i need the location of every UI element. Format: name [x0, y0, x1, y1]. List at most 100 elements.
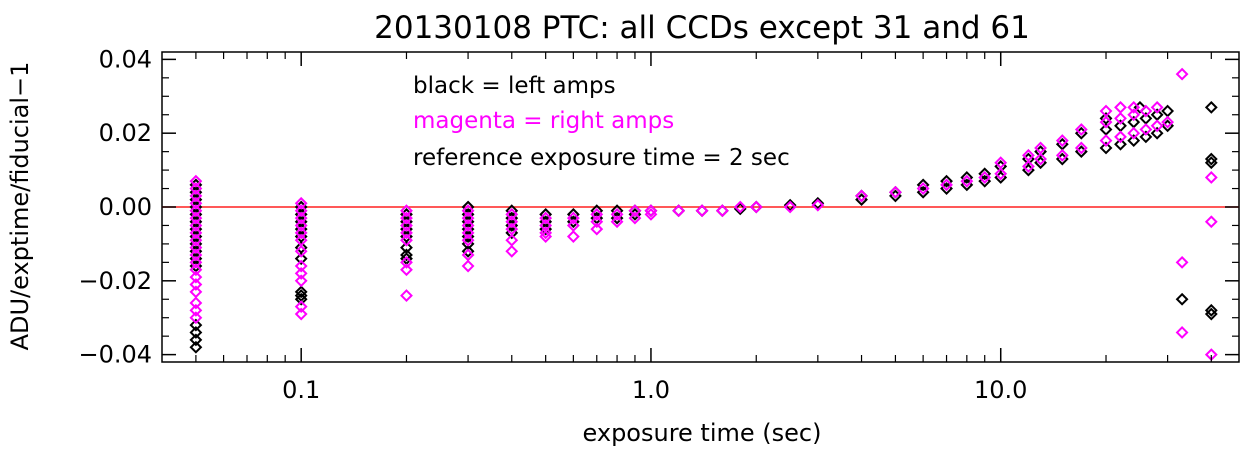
data-point-right-amp [189, 174, 203, 188]
y-tick-label: 0.00 [99, 193, 152, 221]
data-point-right-amp [189, 189, 203, 203]
data-point-left-amp [1204, 307, 1218, 321]
data-point-right-amp [1074, 123, 1088, 136]
data-point-left-amp [189, 318, 203, 332]
data-point-right-amp [855, 189, 868, 203]
data-point-right-amp [994, 167, 1008, 181]
data-point-right-amp [505, 207, 519, 221]
data-point-right-amp [294, 244, 308, 258]
data-point-right-amp [294, 274, 308, 288]
data-point-left-amp [1114, 137, 1127, 151]
data-point-right-amp [189, 204, 203, 218]
data-point-right-amp [400, 289, 413, 302]
data-point-right-amp [749, 200, 763, 214]
data-point-right-amp [461, 204, 475, 218]
data-point-right-amp [461, 233, 475, 247]
data-point-right-amp [1175, 326, 1189, 339]
chart-title: 20130108 PTC: all CCDs except 31 and 61 [374, 10, 1030, 46]
data-point-right-amp [189, 233, 203, 247]
data-point-right-amp [1034, 141, 1047, 155]
data-point-left-amp [189, 333, 203, 347]
data-point-right-amp [189, 211, 203, 225]
data-point-right-amp [539, 211, 553, 225]
data-point-right-amp [1074, 141, 1088, 155]
data-point-left-amp [1150, 126, 1164, 140]
data-point-right-amp [189, 248, 203, 262]
data-point-right-amp [294, 267, 308, 280]
data-point-right-amp [1114, 130, 1127, 144]
data-point-right-amp [294, 204, 308, 218]
data-point-right-amp [672, 204, 686, 218]
data-point-left-amp [1099, 141, 1113, 155]
data-point-right-amp [1175, 255, 1189, 269]
annotation-reference-exposure: reference exposure time = 2 sec [413, 145, 790, 171]
data-point-right-amp [400, 233, 413, 247]
data-point-right-amp [294, 300, 308, 314]
data-point-right-amp [783, 200, 797, 214]
annotations: black = left amps magenta = right amps r… [413, 73, 790, 171]
data-point-left-amp [294, 285, 308, 299]
y-tick-label: −0.04 [78, 341, 152, 369]
data-point-right-amp [566, 230, 580, 243]
data-point-right-amp [733, 200, 747, 214]
data-point-right-amp [294, 196, 308, 210]
data-point-right-amp [1204, 215, 1218, 229]
data-point-right-amp [400, 211, 413, 225]
data-point-right-amp [539, 226, 553, 240]
data-point-right-amp [978, 171, 992, 184]
data-point-right-amp [400, 255, 413, 269]
data-point-right-amp [294, 307, 308, 321]
data-point-right-amp [1099, 104, 1113, 118]
data-point-left-amp [1204, 100, 1218, 114]
data-point-left-amp [733, 202, 747, 216]
data-point-right-amp [189, 270, 203, 284]
data-point-left-amp [400, 248, 413, 262]
data-point-right-amp [461, 219, 475, 232]
data-point-right-amp [1055, 134, 1069, 147]
data-point-right-amp [695, 204, 709, 218]
data-point-left-amp [978, 167, 992, 181]
x-tick-label: 0.1 [282, 376, 320, 404]
data-point-right-amp [1127, 126, 1141, 140]
data-point-left-amp [1204, 152, 1218, 166]
data-point-left-amp [916, 178, 930, 192]
data-point-left-amp [960, 171, 974, 184]
data-point-right-amp [590, 215, 604, 229]
data-point-right-amp [811, 198, 825, 212]
data-point-right-amp [916, 182, 930, 195]
x-axis-label: exposure time (sec) [583, 419, 822, 447]
data-point-left-amp [1204, 156, 1218, 170]
data-point-right-amp [715, 204, 729, 218]
data-point-right-amp [400, 263, 413, 277]
data-point-left-amp [294, 292, 308, 306]
data-point-right-amp [1175, 67, 1189, 81]
data-point-right-amp [505, 215, 519, 229]
y-tick-label: 0.02 [99, 119, 152, 147]
data-point-left-amp [1204, 303, 1218, 317]
data-point-right-amp [294, 259, 308, 273]
data-point-right-amp [461, 211, 475, 225]
data-point-right-amp [590, 207, 604, 221]
data-point-right-amp [1114, 100, 1127, 114]
data-point-left-amp [1127, 134, 1141, 147]
data-point-right-amp [294, 226, 308, 240]
y-tick-label: −0.02 [78, 267, 152, 295]
data-point-right-amp [294, 219, 308, 232]
data-point-right-amp [189, 278, 203, 291]
data-point-right-amp [461, 259, 475, 273]
data-point-right-amp [960, 174, 974, 188]
data-point-right-amp [1099, 134, 1113, 147]
data-point-right-amp [644, 207, 658, 221]
data-point-left-amp [461, 244, 475, 258]
data-point-right-amp [189, 296, 203, 310]
data-point-left-amp [1175, 292, 1189, 306]
data-point-right-amp [189, 311, 203, 325]
x-tick-label: 1.0 [632, 376, 670, 404]
x-tick-label: 10.0 [974, 376, 1027, 404]
data-point-right-amp [400, 219, 413, 232]
data-point-right-amp [1127, 108, 1141, 122]
data-point-right-amp [628, 211, 642, 225]
data-point-right-amp [294, 211, 308, 225]
